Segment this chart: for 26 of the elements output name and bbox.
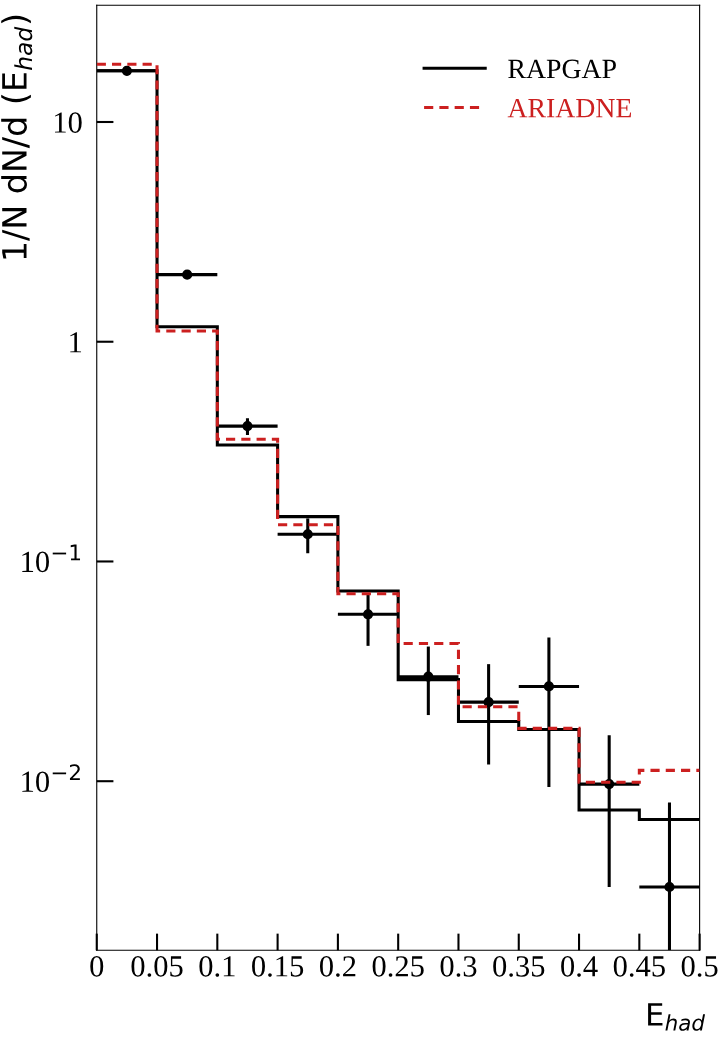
point: [242, 421, 253, 432]
x-tick-label: 0.45: [613, 956, 665, 977]
legend-label: RAPGAP: [508, 59, 616, 79]
y-tick-label: 10$^{−2}$: [22, 764, 80, 793]
x-tick-label: 0.3: [440, 956, 477, 977]
x-tick-label: 0.35: [493, 956, 545, 977]
x-tick-label: 0.5: [681, 956, 718, 977]
x-tick-label: 0.4: [561, 956, 598, 977]
point: [664, 881, 675, 893]
x-tick-label: 0.25: [372, 956, 424, 977]
x-tick-label: 0.05: [131, 956, 183, 977]
point: [302, 529, 313, 540]
point: [483, 697, 494, 708]
x-tick-label: 0.1: [199, 956, 235, 977]
point: [543, 681, 554, 692]
legend-label: ARIADNE: [507, 98, 632, 118]
point: [362, 609, 374, 620]
x-tick-label: 0.2: [319, 956, 356, 977]
x-tick-label: 0.15: [252, 956, 304, 977]
point: [182, 269, 193, 280]
x-axis-title: E$_{had}$: [648, 1003, 706, 1031]
y-tick-label: 10: [54, 112, 82, 133]
y-tick-label: 10$^{−1}$: [22, 544, 81, 573]
x-tick-label: 0: [90, 956, 104, 977]
y-tick-label: 1: [70, 332, 82, 353]
y-axis-title: 1/N dN/d (E$_{had}$): [1, 15, 33, 259]
